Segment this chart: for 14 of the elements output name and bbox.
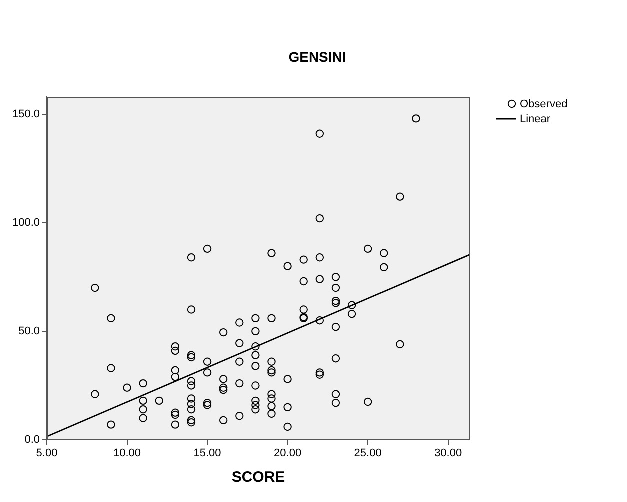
- x-tick-label: 30.00: [434, 448, 462, 460]
- legend-label: Linear: [520, 114, 551, 126]
- x-tick-label: 25.00: [354, 448, 382, 460]
- legend-label: Observed: [520, 98, 568, 111]
- y-tick-label: 150.0: [12, 108, 40, 120]
- x-tick-label: 10.00: [114, 448, 142, 460]
- x-axis-title: SCORE: [232, 469, 286, 486]
- x-tick-label: 15.00: [194, 448, 222, 460]
- y-tick-label: 0.0: [24, 434, 40, 446]
- x-tick-label: 5.00: [36, 448, 58, 460]
- y-tick-label: 100.0: [12, 216, 40, 229]
- chart-title: GENSINI: [288, 48, 346, 65]
- x-tick-label: 20.00: [274, 448, 302, 460]
- y-tick-label: 50.0: [18, 325, 40, 338]
